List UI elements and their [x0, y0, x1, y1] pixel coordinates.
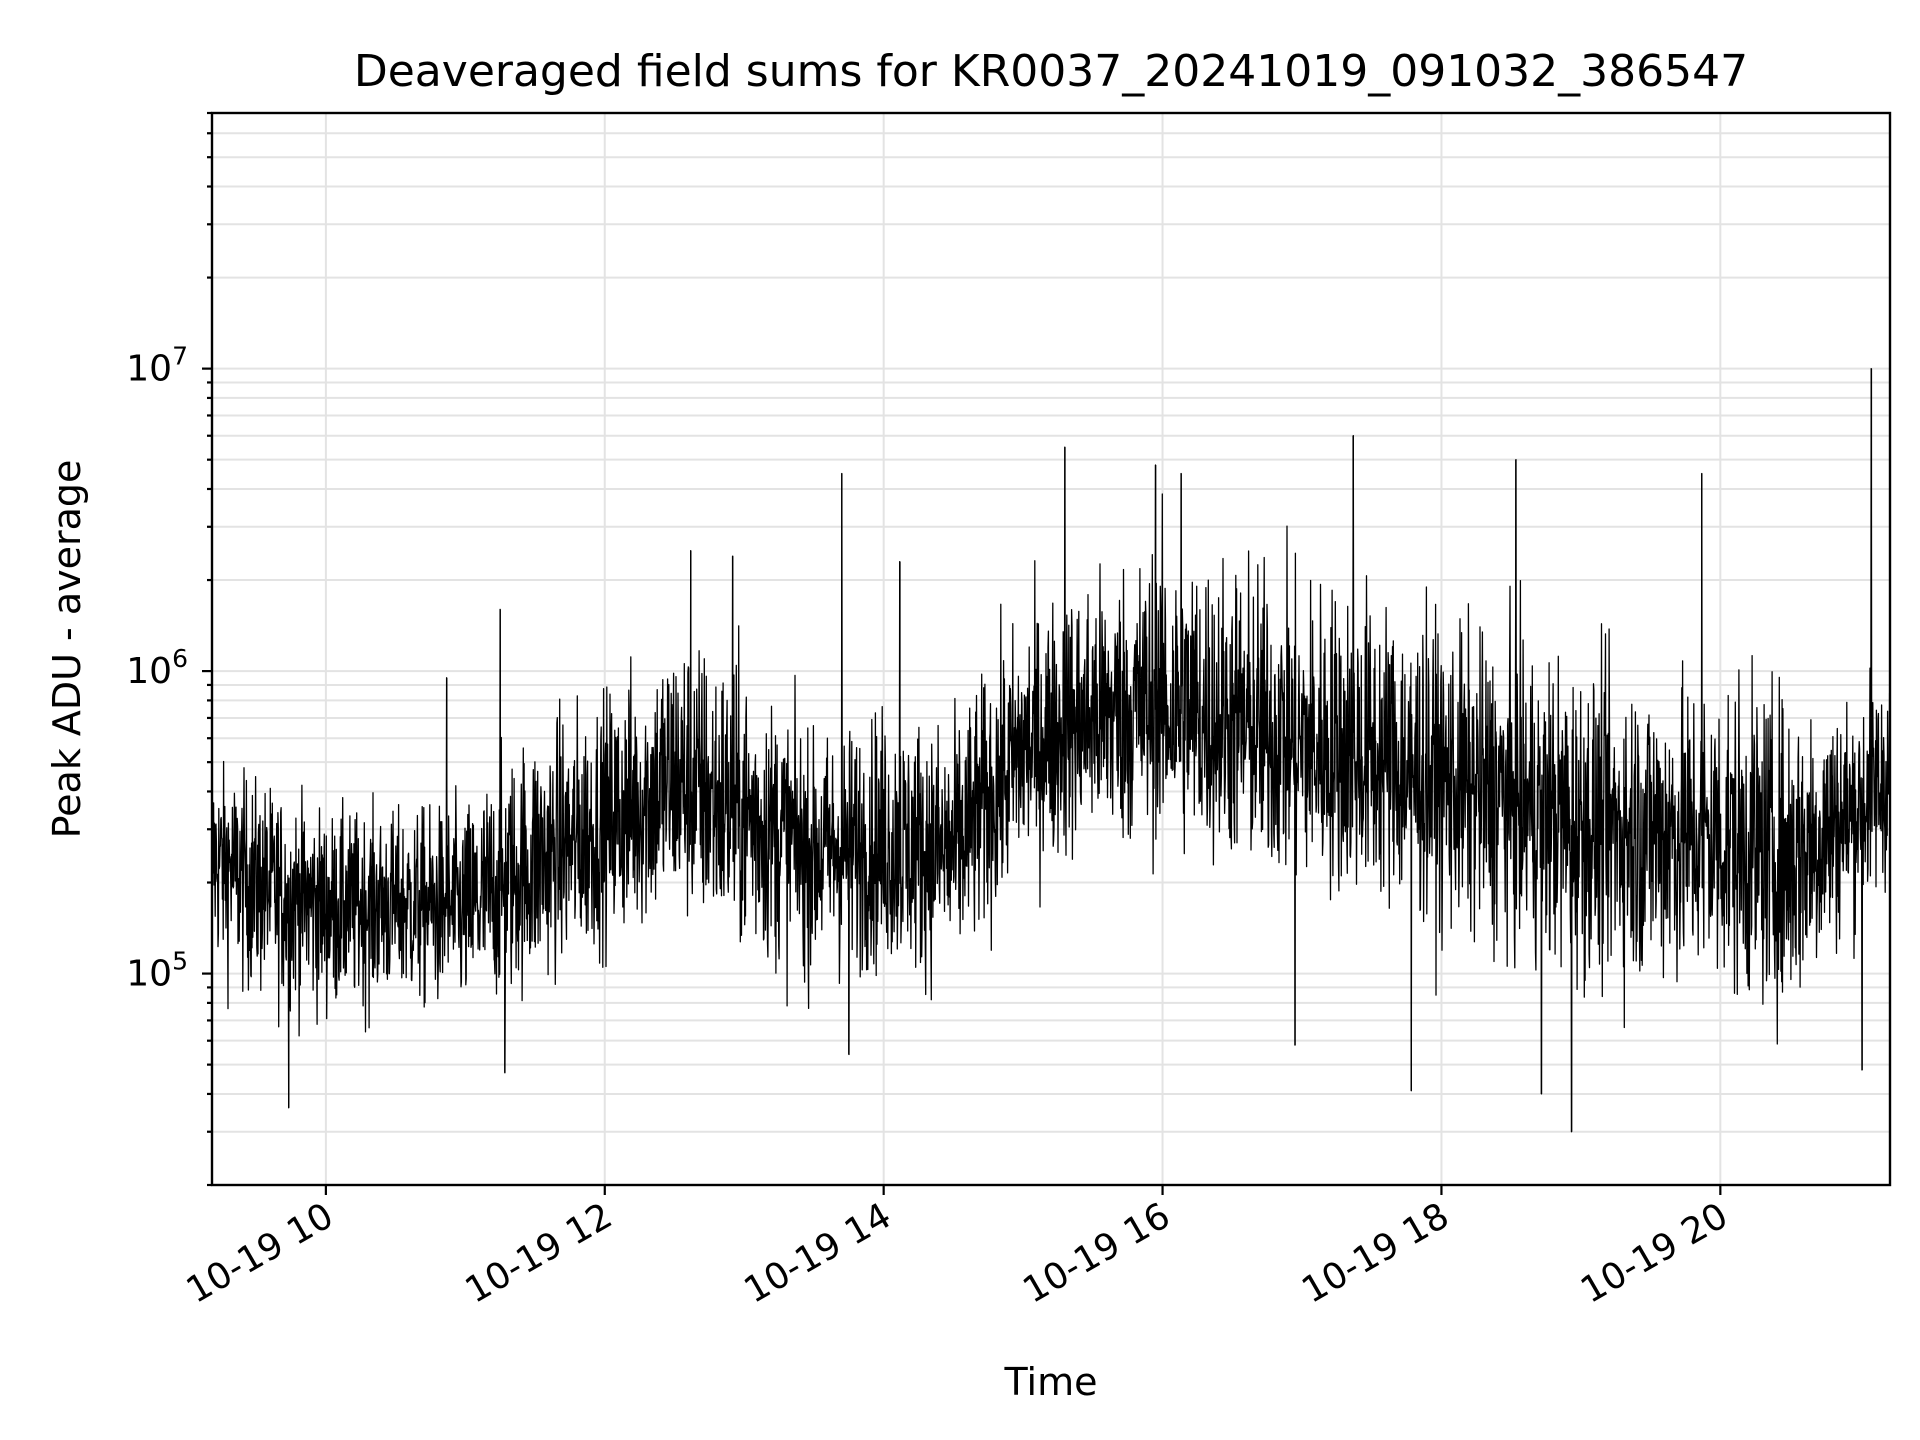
- plot-frame: [210, 111, 1892, 1187]
- x-tick-label: 10-19 16: [1016, 1195, 1177, 1311]
- x-tick-label: 10-19 14: [737, 1195, 898, 1311]
- x-tick-label: 10-19 10: [180, 1195, 341, 1311]
- y-tick-base: 10: [126, 954, 172, 995]
- y-tick-exponent: 7: [172, 342, 188, 371]
- y-tick-exponent: 5: [172, 947, 188, 976]
- y-tick-base: 10: [126, 651, 172, 692]
- y-tick-base: 10: [126, 349, 172, 390]
- grid: [212, 112, 1890, 1186]
- x-tick-label: 10-19 18: [1295, 1195, 1456, 1311]
- y-axis-label: Peak ADU - average: [45, 460, 89, 839]
- y-tick-exponent: 6: [172, 644, 188, 673]
- chart-title: Deaveraged field sums for KR0037_2024101…: [354, 46, 1748, 97]
- x-tick-label: 10-19 20: [1574, 1195, 1735, 1311]
- series-layer: [212, 157, 1890, 1133]
- y-tick-label: 105: [126, 947, 188, 995]
- y-tick-label: 106: [126, 644, 188, 692]
- x-axis-label: Time: [1004, 1360, 1098, 1404]
- y-tick-label: 107: [126, 342, 188, 390]
- series-line: [212, 157, 1890, 1133]
- x-tick-label: 10-19 12: [459, 1195, 620, 1311]
